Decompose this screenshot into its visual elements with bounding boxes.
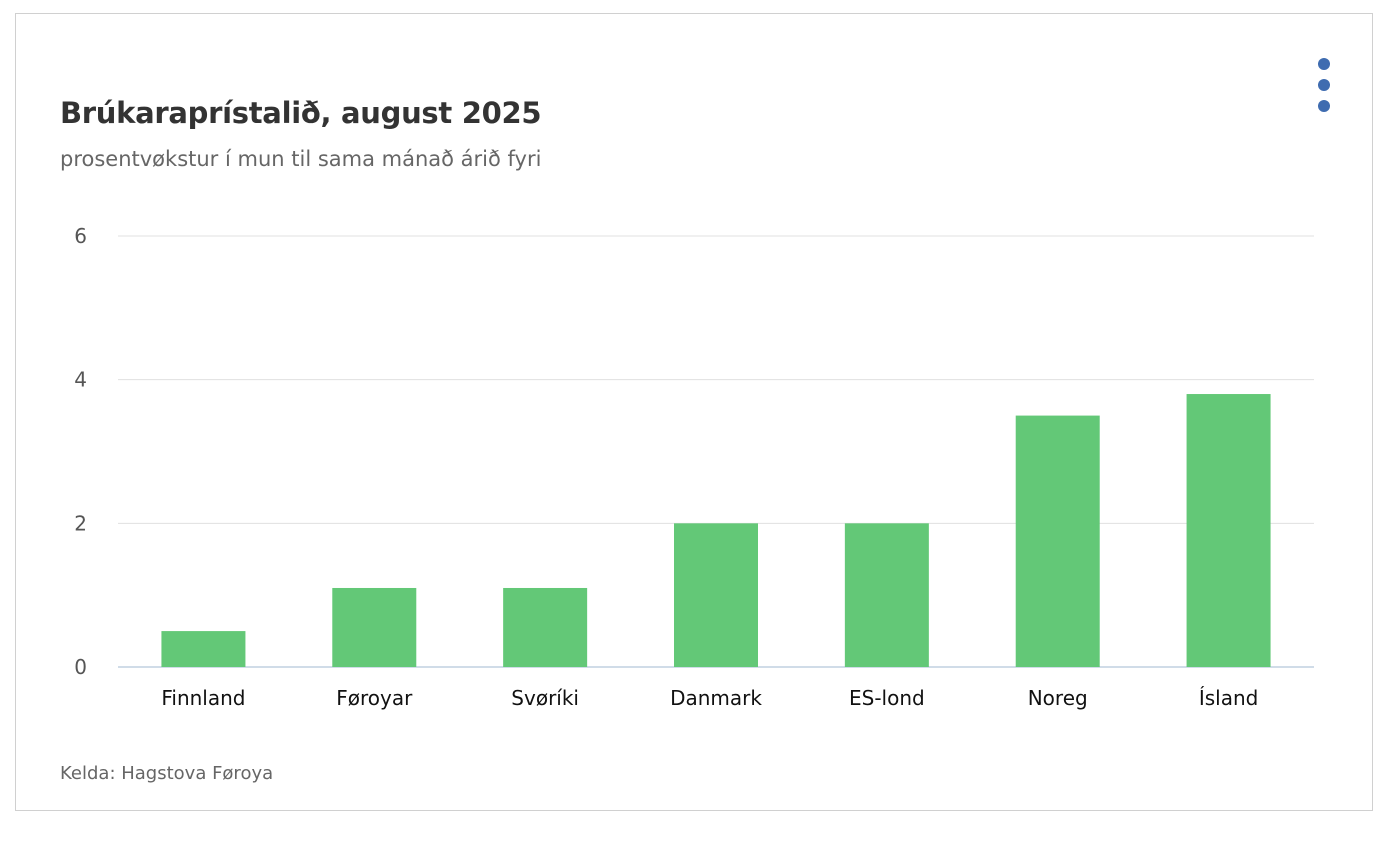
x-category-label: Føroyar bbox=[336, 686, 413, 710]
bar--sland[interactable] bbox=[1186, 394, 1271, 667]
bar-finnland[interactable] bbox=[161, 631, 246, 667]
bar-es-lond[interactable] bbox=[844, 523, 929, 667]
chart-title: Brúkaraprístalið, august 2025 bbox=[60, 96, 542, 130]
y-tick-label: 2 bbox=[74, 511, 87, 535]
x-category-label: Svøríki bbox=[511, 686, 579, 710]
bar-noreg[interactable] bbox=[1015, 415, 1100, 667]
chart-menu-button[interactable] bbox=[1312, 58, 1336, 118]
x-category-label: Noreg bbox=[1028, 686, 1088, 710]
y-tick-label: 6 bbox=[74, 224, 87, 248]
x-category-label: Finnland bbox=[161, 686, 245, 710]
chart-subtitle: prosentvøkstur í mun til sama mánað árið… bbox=[60, 147, 542, 171]
y-tick-label: 4 bbox=[74, 368, 87, 392]
menu-dot-icon bbox=[1318, 79, 1330, 91]
x-category-label: Ísland bbox=[1199, 686, 1259, 710]
chart-card bbox=[15, 13, 1373, 811]
x-category-label: ES-lond bbox=[849, 686, 925, 710]
menu-dot-icon bbox=[1318, 100, 1330, 112]
menu-dot-icon bbox=[1318, 58, 1330, 70]
bar-f-royar[interactable] bbox=[332, 587, 417, 667]
bar-danmark[interactable] bbox=[674, 523, 758, 667]
chart-credits: Kelda: Hagstova Føroya bbox=[60, 763, 274, 784]
bar-sv-r-ki[interactable] bbox=[503, 587, 588, 667]
y-tick-label: 0 bbox=[74, 655, 87, 679]
x-category-label: Danmark bbox=[670, 686, 762, 710]
